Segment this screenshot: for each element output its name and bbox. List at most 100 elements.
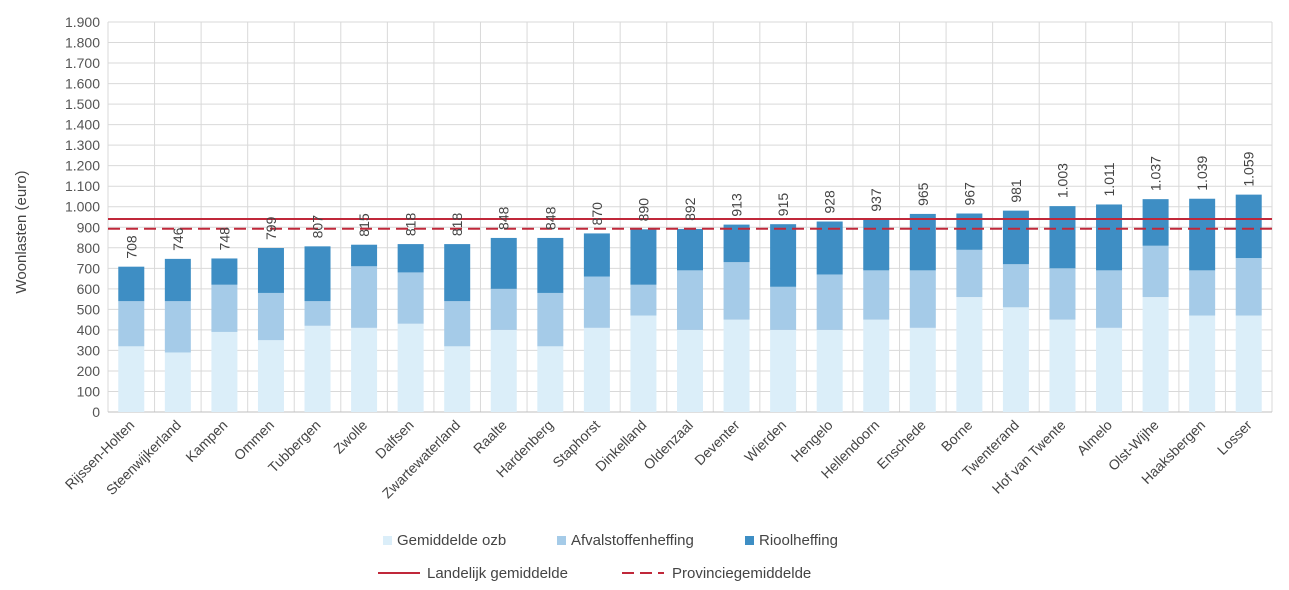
total-label: 848 <box>496 206 512 230</box>
bar-segment-riool <box>211 258 238 285</box>
bar-segment-ozb <box>304 325 331 412</box>
total-label: 965 <box>915 182 931 206</box>
bar-segment-ozb <box>211 331 238 412</box>
bar-segment-ozb <box>863 319 890 412</box>
bar-segment-riool <box>770 224 797 287</box>
y-tick-label: 1.300 <box>65 137 100 153</box>
bar-segment-riool <box>677 228 703 271</box>
y-tick-label: 700 <box>77 260 101 276</box>
bar-segment-afval <box>956 249 983 298</box>
bar-segment-afval <box>118 301 145 347</box>
bar-segment-riool <box>909 213 936 271</box>
bar-segment-ozb <box>583 327 610 412</box>
total-label: 913 <box>729 193 745 217</box>
total-label: 1.039 <box>1194 155 1210 190</box>
category-label: Dinkelland <box>592 417 650 475</box>
y-tick-label: 1.700 <box>65 55 100 71</box>
bar-segment-ozb <box>1049 319 1076 412</box>
y-tick-label: 800 <box>77 240 101 256</box>
bar-segment-afval <box>304 301 331 326</box>
total-label: 937 <box>868 188 884 212</box>
bar-segment-riool <box>444 244 471 302</box>
bar-segment-afval <box>1235 258 1262 316</box>
total-label: 915 <box>775 193 791 217</box>
bar-segment-ozb <box>257 340 284 412</box>
bar-segment-afval <box>490 288 517 330</box>
bar-segment-afval <box>1049 268 1076 320</box>
y-axis-label: Woonlasten (euro) <box>13 170 30 293</box>
category-label: Deventer <box>691 417 743 469</box>
bar-segment-ozb <box>1002 307 1029 412</box>
total-label: 928 <box>822 190 838 214</box>
bar-segment-afval <box>770 286 797 330</box>
total-label: 892 <box>682 197 698 221</box>
bar-segment-ozb <box>816 329 843 412</box>
total-label: 748 <box>216 227 232 251</box>
total-label: 1.011 <box>1101 162 1117 196</box>
y-tick-label: 300 <box>77 342 101 358</box>
total-label: 1.059 <box>1241 151 1257 186</box>
total-label: 818 <box>403 213 419 237</box>
total-label: 890 <box>635 198 651 222</box>
bar-segment-riool <box>537 237 564 293</box>
category-label: Enschede <box>874 417 929 472</box>
y-tick-label: 600 <box>77 281 101 297</box>
bar-segment-afval <box>257 292 284 341</box>
bar-segment-riool <box>1049 206 1076 269</box>
total-label: 848 <box>542 206 558 230</box>
category-label: Losser <box>1214 417 1255 458</box>
y-tick-label: 0 <box>92 404 100 420</box>
bar-segment-ozb <box>1142 297 1169 412</box>
bar-segment-ozb <box>909 327 936 412</box>
category-label: Wierden <box>741 417 789 465</box>
bar-segment-ozb <box>956 297 983 412</box>
bar-segment-afval <box>1002 264 1029 308</box>
category-label: Hengelo <box>788 417 836 465</box>
bar-segment-riool <box>583 233 610 277</box>
bar-segment-riool <box>397 244 424 273</box>
bar-segment-riool <box>164 258 191 302</box>
y-tick-label: 1.100 <box>65 178 100 194</box>
legend-label: Provinciegemiddelde <box>672 565 811 582</box>
bar-segment-riool <box>1189 198 1216 271</box>
total-labels: 708 746 748 799 807 815 818 818 848 848 870 890 892 9… <box>123 151 1256 258</box>
y-tick-label: 1.900 <box>65 14 100 30</box>
bar-segment-riool <box>816 221 843 275</box>
total-label: 818 <box>449 213 465 237</box>
legend-swatch <box>745 536 754 545</box>
y-tick-label: 1.200 <box>65 158 100 174</box>
y-tick-label: 1.500 <box>65 96 100 112</box>
y-axis-ticks: 0 100 200 300 400 500 600 700 800 900 1.000 1.100 1.… <box>65 14 100 420</box>
bar-segment-afval <box>537 292 564 347</box>
legend-swatch <box>383 536 392 545</box>
bar-segment-ozb <box>1189 315 1216 412</box>
bar-segment-ozb <box>1096 327 1123 412</box>
y-tick-label: 500 <box>77 301 101 317</box>
total-label: 799 <box>263 216 279 240</box>
reference-lines <box>108 218 1272 230</box>
bar-segment-afval <box>583 276 610 328</box>
bar-segment-afval <box>1189 270 1216 316</box>
total-label: 870 <box>589 202 605 226</box>
bar-segment-afval <box>863 270 890 320</box>
legend-swatch <box>557 536 566 545</box>
bar-segment-riool <box>863 219 890 271</box>
bar-segment-afval <box>630 284 657 316</box>
bar-segment-ozb <box>118 346 145 412</box>
bar-segment-afval <box>723 262 750 320</box>
bar-segment-ozb <box>490 329 517 412</box>
bar-segment-riool <box>351 244 378 267</box>
y-tick-label: 100 <box>77 383 101 399</box>
bar-segment-ozb <box>537 346 564 412</box>
y-tick-label: 400 <box>77 322 101 338</box>
bar-segment-afval <box>1142 245 1169 298</box>
bar-segment-afval <box>444 301 471 347</box>
y-tick-label: 1.000 <box>65 199 100 215</box>
bar-segment-ozb <box>770 329 797 412</box>
category-label: Ommen <box>231 417 278 464</box>
bar-segment-riool <box>1142 199 1169 246</box>
category-label: Raalte <box>470 417 510 457</box>
y-tick-label: 1.600 <box>65 76 100 92</box>
